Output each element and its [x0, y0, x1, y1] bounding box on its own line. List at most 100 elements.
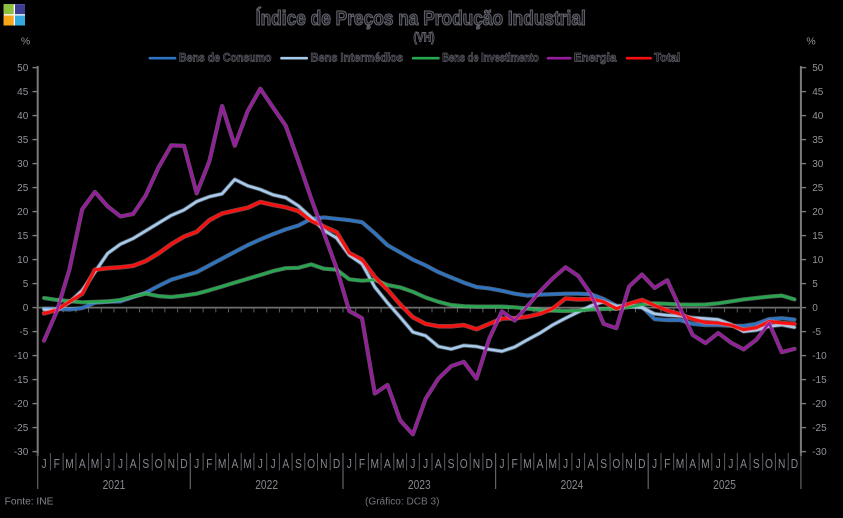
svg-text:M: M	[523, 458, 532, 471]
svg-text:D: D	[333, 458, 340, 471]
svg-text:Energia: Energia	[574, 51, 617, 65]
svg-text:D: D	[638, 458, 645, 471]
svg-text:50: 50	[812, 63, 824, 74]
svg-text:M: M	[549, 458, 558, 471]
svg-text:5: 5	[812, 279, 818, 290]
svg-text:2025: 2025	[713, 479, 736, 492]
svg-text:F: F	[359, 458, 365, 471]
svg-text:N: N	[625, 458, 632, 471]
svg-text:J: J	[105, 458, 110, 471]
svg-text:-15: -15	[812, 375, 827, 386]
svg-text:N: N	[778, 458, 785, 471]
svg-text:-25: -25	[14, 423, 29, 434]
svg-text:F: F	[664, 458, 670, 471]
svg-text:A: A	[689, 458, 696, 471]
svg-text:-30: -30	[812, 447, 827, 458]
svg-text:-5: -5	[19, 327, 28, 338]
svg-text:S: S	[600, 458, 607, 471]
svg-text:J: J	[652, 458, 657, 471]
svg-text:J: J	[576, 458, 581, 471]
svg-text:A: A	[740, 458, 747, 471]
svg-text:Bens de Investimento: Bens de Investimento	[442, 51, 539, 65]
svg-text:M: M	[370, 458, 379, 471]
svg-text:-5: -5	[812, 327, 821, 338]
svg-text:A: A	[588, 458, 595, 471]
svg-text:2023: 2023	[408, 479, 431, 492]
svg-text:J: J	[728, 458, 733, 471]
svg-text:J: J	[716, 458, 721, 471]
svg-text:O: O	[765, 458, 773, 471]
svg-text:0: 0	[812, 303, 818, 314]
svg-text:O: O	[155, 458, 163, 471]
svg-text:J: J	[42, 458, 47, 471]
svg-text:-20: -20	[812, 399, 827, 410]
svg-text:25: 25	[17, 183, 29, 194]
svg-text:A: A	[384, 458, 391, 471]
svg-text:40: 40	[812, 111, 824, 122]
svg-text:A: A	[537, 458, 544, 471]
svg-text:S: S	[142, 458, 149, 471]
svg-text:(VH): (VH)	[414, 30, 435, 45]
svg-text:45: 45	[812, 87, 824, 98]
svg-text:D: D	[180, 458, 187, 471]
svg-text:M: M	[676, 458, 685, 471]
svg-text:Bens de Consumo: Bens de Consumo	[179, 51, 272, 65]
svg-text:40: 40	[17, 111, 29, 122]
svg-text:S: S	[295, 458, 302, 471]
svg-text:10: 10	[17, 255, 29, 266]
svg-text:M: M	[396, 458, 405, 471]
svg-text:A: A	[282, 458, 289, 471]
svg-text:J: J	[347, 458, 352, 471]
svg-text:45: 45	[17, 87, 29, 98]
svg-text:50: 50	[17, 63, 29, 74]
svg-text:2021: 2021	[103, 479, 126, 492]
svg-text:J: J	[194, 458, 199, 471]
svg-text:5: 5	[23, 279, 29, 290]
svg-text:-30: -30	[14, 447, 29, 458]
svg-text:30: 30	[812, 159, 824, 170]
svg-text:-20: -20	[14, 399, 29, 410]
svg-text:-10: -10	[812, 351, 827, 362]
svg-text:F: F	[206, 458, 212, 471]
svg-text:35: 35	[17, 135, 29, 146]
svg-text:Fonte: INE: Fonte: INE	[5, 497, 54, 508]
svg-text:0: 0	[23, 303, 29, 314]
svg-text:M: M	[91, 458, 100, 471]
svg-text:Índice de Preços na Produção I: Índice de Preços na Produção Industrial	[256, 7, 586, 30]
svg-text:J: J	[423, 458, 428, 471]
svg-text:-10: -10	[14, 351, 29, 362]
svg-text:2024: 2024	[561, 479, 584, 492]
svg-text:20: 20	[17, 207, 29, 218]
svg-text:F: F	[512, 458, 518, 471]
svg-text:2022: 2022	[255, 479, 278, 492]
svg-text:J: J	[499, 458, 504, 471]
svg-text:N: N	[168, 458, 175, 471]
svg-text:M: M	[218, 458, 227, 471]
svg-text:J: J	[270, 458, 275, 471]
svg-text:15: 15	[17, 231, 29, 242]
svg-text:25: 25	[812, 183, 824, 194]
svg-text:J: J	[258, 458, 263, 471]
svg-text:D: D	[791, 458, 798, 471]
svg-text:J: J	[118, 458, 123, 471]
svg-text:15: 15	[812, 231, 824, 242]
svg-text:%: %	[21, 36, 30, 48]
svg-text:N: N	[473, 458, 480, 471]
svg-text:O: O	[460, 458, 468, 471]
svg-text:35: 35	[812, 135, 824, 146]
svg-text:A: A	[231, 458, 238, 471]
svg-text:M: M	[701, 458, 710, 471]
svg-text:Total: Total	[654, 51, 680, 65]
svg-text:J: J	[410, 458, 415, 471]
svg-text:%: %	[806, 36, 815, 48]
svg-text:Bens Intermédios: Bens Intermédios	[311, 51, 404, 65]
svg-text:O: O	[612, 458, 620, 471]
svg-text:M: M	[243, 458, 252, 471]
svg-text:F: F	[54, 458, 60, 471]
svg-text:O: O	[307, 458, 315, 471]
svg-text:N: N	[320, 458, 327, 471]
svg-text:S: S	[753, 458, 760, 471]
svg-text:A: A	[130, 458, 137, 471]
svg-text:-25: -25	[812, 423, 827, 434]
svg-text:S: S	[448, 458, 455, 471]
